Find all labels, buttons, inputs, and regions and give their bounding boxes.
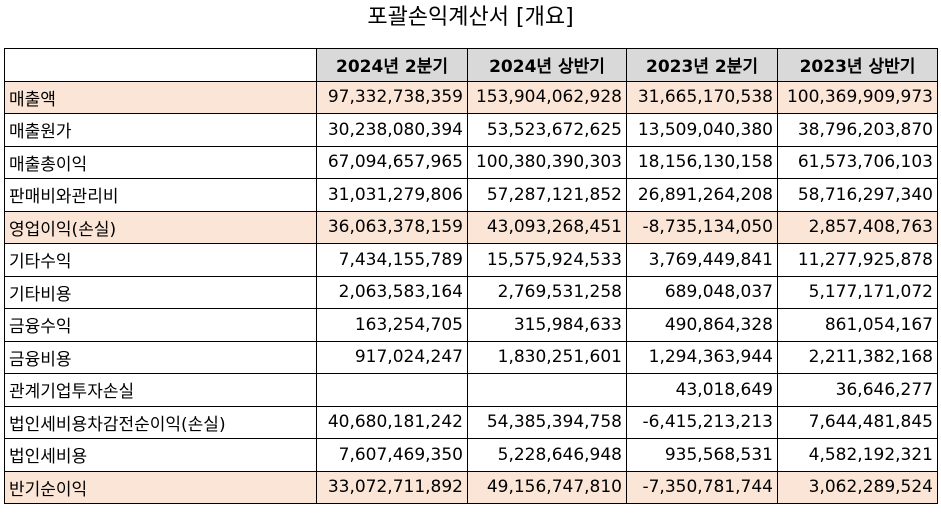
table-row: 영업이익(손실) 36,063,378,159 43,093,268,451 -8,7… <box>4 210 938 244</box>
column-header: 2023년 2분기 <box>626 48 778 82</box>
value-cell: 53,523,672,625 <box>467 113 627 147</box>
table-row: 법인세비용 7,607,469,350 5,228,646,948 935,568,5… <box>4 438 938 472</box>
row-label: 금융수익 <box>4 308 317 342</box>
row-label: 영업이익(손실) <box>4 210 317 244</box>
column-header: 2024년 상반기 <box>467 48 627 82</box>
value-cell: 4,582,192,321 <box>777 438 938 472</box>
table-header-row: 2024년 2분기 2024년 상반기 2023년 2분기 2023년 상반기 <box>4 48 938 82</box>
value-cell: 30,238,080,394 <box>316 113 468 147</box>
page-title: 포괄손익계산서 [개요] <box>367 5 574 30</box>
value-cell: 1,294,363,944 <box>626 340 778 374</box>
row-label: 법인세비용 <box>4 438 317 472</box>
row-label: 매출액 <box>4 80 317 114</box>
value-cell: 31,665,170,538 <box>626 80 778 114</box>
table-row: 매출총이익 67,094,657,965 100,380,390,303 18,156… <box>4 145 938 179</box>
value-cell: 36,646,277 <box>777 373 938 407</box>
value-cell: 36,063,378,159 <box>316 210 468 244</box>
value-cell: 163,254,705 <box>316 308 468 342</box>
value-cell: 43,018,649 <box>626 373 778 407</box>
value-cell: 2,063,583,164 <box>316 275 468 309</box>
value-cell: 917,024,247 <box>316 340 468 374</box>
value-cell: 57,287,121,852 <box>467 178 627 212</box>
value-cell: 2,211,382,168 <box>777 340 938 374</box>
value-cell: 490,864,328 <box>626 308 778 342</box>
value-cell: 5,228,646,948 <box>467 438 627 472</box>
table-row: 관계기업투자손실 43,018,649 36,646,277 <box>4 373 938 407</box>
table-row: 금융비용 917,024,247 1,830,251,601 1,294,363,94… <box>4 340 938 374</box>
value-cell: 689,048,037 <box>626 275 778 309</box>
table-row: 매출원가 30,238,080,394 53,523,672,625 13,509,0… <box>4 113 938 147</box>
value-cell: 1,830,251,601 <box>467 340 627 374</box>
value-cell <box>316 373 468 407</box>
value-cell: 15,575,924,533 <box>467 243 627 277</box>
value-cell: 5,177,171,072 <box>777 275 938 309</box>
value-cell: 18,156,130,158 <box>626 145 778 179</box>
value-cell: 26,891,264,208 <box>626 178 778 212</box>
value-cell: 2,769,531,258 <box>467 275 627 309</box>
table-row: 기타비용 2,063,583,164 2,769,531,258 689,048,03… <box>4 275 938 309</box>
row-label: 법인세비용차감전순이익(손실) <box>4 405 317 439</box>
value-cell <box>467 373 627 407</box>
value-cell: 2,857,408,763 <box>777 210 938 244</box>
row-label: 매출원가 <box>4 113 317 147</box>
value-cell: 40,680,181,242 <box>316 405 468 439</box>
row-label: 기타수익 <box>4 243 317 277</box>
column-header: 2024년 2분기 <box>316 48 468 82</box>
value-cell: 67,094,657,965 <box>316 145 468 179</box>
value-cell: 54,385,394,758 <box>467 405 627 439</box>
value-cell: -8,735,134,050 <box>626 210 778 244</box>
value-cell: 7,644,481,845 <box>777 405 938 439</box>
value-cell: 935,568,531 <box>626 438 778 472</box>
value-cell: 33,072,711,892 <box>316 470 468 504</box>
table-row: 반기순이익 33,072,711,892 49,156,747,810 -7,350,… <box>4 470 938 504</box>
row-label: 매출총이익 <box>4 145 317 179</box>
row-label: 반기순이익 <box>4 470 317 504</box>
table-row: 기타수익 7,434,155,789 15,575,924,533 3,769,449… <box>4 243 938 277</box>
column-header: 2023년 상반기 <box>777 48 938 82</box>
value-cell: 153,904,062,928 <box>467 80 627 114</box>
value-cell: 13,509,040,380 <box>626 113 778 147</box>
row-label: 판매비와관리비 <box>4 178 317 212</box>
header-blank-cell <box>4 48 317 82</box>
value-cell: 49,156,747,810 <box>467 470 627 504</box>
value-cell: 7,434,155,789 <box>316 243 468 277</box>
table-row: 판매비와관리비 31,031,279,806 57,287,121,852 26,89… <box>4 178 938 212</box>
row-label: 기타비용 <box>4 275 317 309</box>
value-cell: 58,716,297,340 <box>777 178 938 212</box>
table-row: 매출액 97,332,738,359 153,904,062,928 31,665,1… <box>4 80 938 114</box>
value-cell: 3,062,289,524 <box>777 470 938 504</box>
table-row: 법인세비용차감전순이익(손실) 40,680,181,242 54,385,394,… <box>4 405 938 439</box>
value-cell: 38,796,203,870 <box>777 113 938 147</box>
value-cell: 31,031,279,806 <box>316 178 468 212</box>
value-cell: 861,054,167 <box>777 308 938 342</box>
value-cell: 315,984,633 <box>467 308 627 342</box>
value-cell: 3,769,449,841 <box>626 243 778 277</box>
row-label: 금융비용 <box>4 340 317 374</box>
table-row: 금융수익 163,254,705 315,984,633 490,864,328 861… <box>4 308 938 342</box>
value-cell: 7,607,469,350 <box>316 438 468 472</box>
row-label: 관계기업투자손실 <box>4 373 317 407</box>
income-statement-table: 2024년 2분기 2024년 상반기 2023년 2분기 2023년 상반기 … <box>4 48 938 504</box>
value-cell: -7,350,781,744 <box>626 470 778 504</box>
value-cell: 100,380,390,303 <box>467 145 627 179</box>
value-cell: 61,573,706,103 <box>777 145 938 179</box>
value-cell: -6,415,213,213 <box>626 405 778 439</box>
value-cell: 100,369,909,973 <box>777 80 938 114</box>
value-cell: 11,277,925,878 <box>777 243 938 277</box>
value-cell: 97,332,738,359 <box>316 80 468 114</box>
value-cell: 43,093,268,451 <box>467 210 627 244</box>
